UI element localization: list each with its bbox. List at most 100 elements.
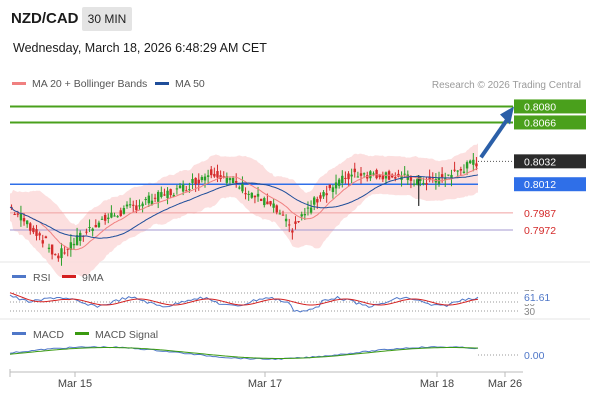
candle-body: [300, 214, 303, 217]
candle-body: [469, 160, 472, 164]
candle-body: [57, 255, 60, 259]
candle-body: [440, 174, 444, 178]
candle-body: [447, 174, 450, 176]
candle-body: [194, 177, 197, 185]
candle-body: [394, 177, 397, 179]
candle-body: [25, 220, 29, 225]
candle-body: [157, 191, 160, 202]
candle-body: [203, 176, 207, 181]
rsi-value-label: 61.61: [524, 292, 550, 304]
x-axis-labels: Mar 15 Mar 17 Mar 18 Mar 26: [9, 369, 522, 390]
candle-body: [450, 174, 453, 179]
chart-datetime: Wednesday, March 18, 2026 6:48:29 AM CET: [13, 41, 267, 55]
candle-body: [225, 176, 229, 183]
candle-body: [75, 235, 79, 246]
candle-body: [178, 185, 182, 189]
candle-body: [188, 189, 191, 191]
legend-label-ma20: MA 20 + Bollinger Bands: [32, 78, 148, 90]
candle-body: [110, 212, 113, 218]
candle-body: [85, 231, 88, 233]
candle-body: [475, 163, 478, 167]
price-tag-0.8032: 0.8032: [524, 156, 556, 168]
rsi-value-bg: [522, 291, 558, 304]
candle-body: [459, 168, 463, 171]
legend-swatch-ma50: [155, 81, 169, 85]
candle-body: [210, 169, 213, 176]
candle-body: [22, 218, 26, 222]
symbol-title: NZD/CAD: [11, 10, 79, 27]
candle-body: [141, 203, 144, 207]
ma20-line: [9, 167, 479, 251]
legend-swatch-9ma: [62, 275, 76, 278]
candle-body: [278, 213, 282, 215]
candle-body: [41, 240, 44, 244]
candle-body: [91, 228, 94, 231]
candle-body: [125, 204, 129, 207]
candle-body: [272, 203, 275, 208]
candle-body: [200, 177, 204, 181]
candle-body: [213, 173, 216, 177]
price-levels-layer: [10, 105, 513, 231]
candle-body: [269, 201, 272, 205]
candle-body: [166, 190, 169, 199]
legend-item-ma20-bollinger: MA 20 + Bollinger Bands: [12, 78, 147, 90]
price-tag-0.8066: 0.8066: [524, 117, 556, 129]
candle-body: [50, 244, 54, 255]
candle-body: [428, 176, 431, 180]
moving-averages-layer: [9, 106, 514, 251]
target-arrow-shaft: [479, 117, 510, 159]
candle-body: [150, 200, 154, 205]
candle-body: [147, 195, 151, 204]
candle-body: [169, 189, 172, 196]
candle-body: [344, 177, 347, 180]
candle-body: [362, 173, 366, 175]
candle-body: [316, 199, 319, 203]
candle-body: [256, 193, 260, 197]
candle-body: [206, 175, 210, 177]
rsi-9ma-line: [9, 292, 479, 306]
price-tag-box-0.8032: [514, 154, 586, 169]
candle-body: [412, 183, 416, 185]
candle-body: [422, 182, 425, 184]
candle-body: [163, 194, 166, 196]
candle-body: [313, 197, 316, 205]
macd-signal-line: [9, 347, 479, 359]
candle-body: [181, 184, 185, 192]
legend-label-rsi: RSI: [33, 272, 51, 284]
candle-body: [231, 177, 235, 184]
research-credit: Research © 2026 Trading Central: [431, 80, 581, 91]
ma50-line: [9, 174, 479, 239]
candle-body: [456, 170, 459, 172]
candle-body: [341, 175, 344, 184]
candle-body: [216, 171, 219, 178]
candle-body: [135, 205, 138, 211]
legend-swatch-rsi: [12, 275, 26, 278]
candle-body: [337, 179, 341, 186]
candle-body: [322, 192, 325, 197]
candle-body: [419, 176, 422, 182]
candle-body: [350, 174, 353, 177]
candle-body: [319, 195, 322, 199]
candle-body: [431, 177, 434, 179]
candle-body: [19, 213, 23, 221]
candle-body: [425, 183, 428, 185]
candle-body: [356, 176, 360, 178]
candle-body: [378, 175, 381, 178]
candle-body: [415, 179, 419, 185]
candle-body: [107, 217, 110, 219]
candle-body: [116, 216, 119, 218]
candle-body: [244, 193, 247, 195]
macd-panel: MACD MACD Signal 0.00: [9, 329, 545, 362]
rsi-level-label-30: 30: [524, 307, 536, 318]
timeframe-button[interactable]: 30 MIN: [82, 7, 132, 31]
candle-body: [128, 204, 132, 206]
candle-body: [328, 184, 331, 189]
candle-body: [391, 174, 394, 178]
candle-body: [347, 173, 350, 180]
x-tick-label: Mar 26: [488, 378, 522, 390]
x-tick-label: Mar 18: [420, 378, 454, 390]
candle-body: [138, 205, 141, 207]
price-tag-0.7987: 0.7987: [524, 208, 556, 220]
candle-body: [132, 204, 135, 206]
candle-body: [465, 162, 469, 169]
